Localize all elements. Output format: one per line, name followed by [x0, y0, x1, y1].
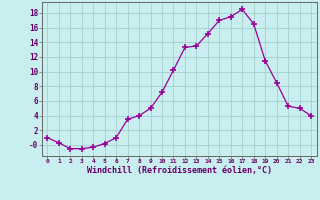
X-axis label: Windchill (Refroidissement éolien,°C): Windchill (Refroidissement éolien,°C) — [87, 166, 272, 175]
